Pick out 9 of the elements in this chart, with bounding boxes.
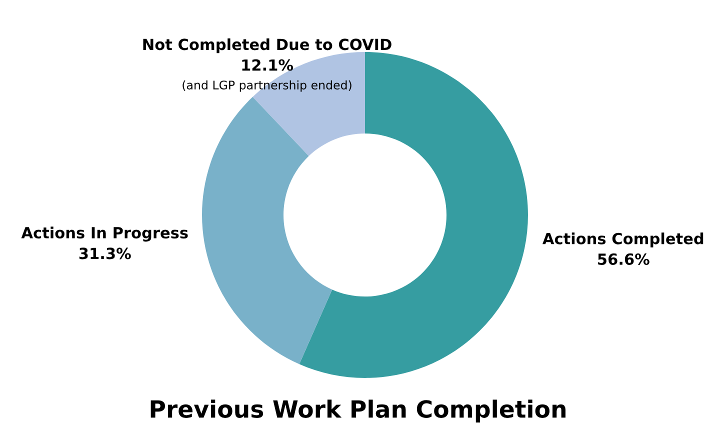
data-label: 12.1% <box>242 59 294 71</box>
slice-label: Not Completed Due to COVID <box>143 38 392 54</box>
data-label: 31.3% <box>79 248 131 260</box>
donut-slice <box>202 96 332 364</box>
slice-label: Actions Completed <box>542 232 704 248</box>
slice-label: Actions In Progress <box>21 226 188 242</box>
text: (and LGP partnership ended) <box>182 80 352 92</box>
text: Previous Work Plan Completion <box>150 400 566 423</box>
data-label: 56.6% <box>598 253 650 265</box>
